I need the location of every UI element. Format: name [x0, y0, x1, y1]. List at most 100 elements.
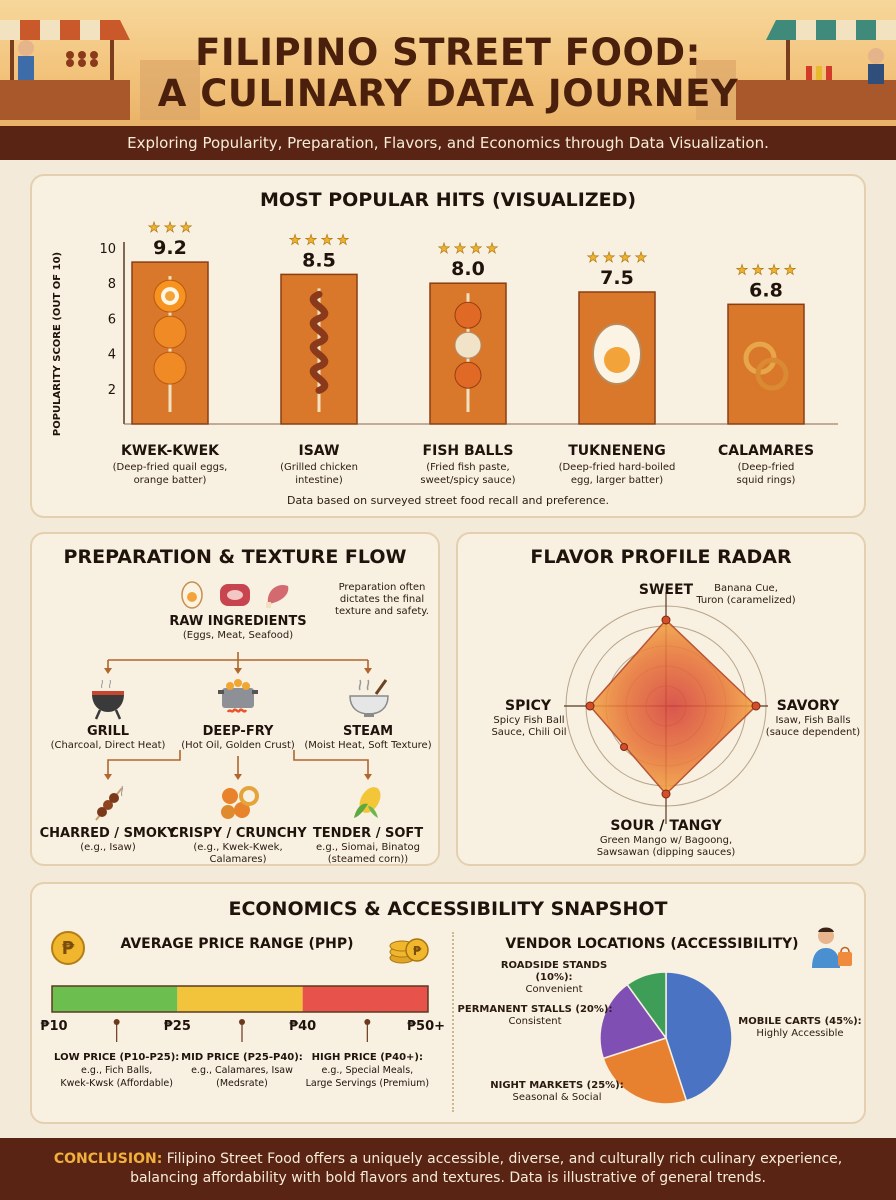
- price-pin-head: [239, 1019, 245, 1025]
- pie-slice-permanent-stalls: [599, 983, 668, 1060]
- result-tender-sub: e.g., Siomai, Binatog (steamed corn)): [316, 842, 420, 865]
- grill-icon: [92, 680, 124, 720]
- price-tick-label: ₱10: [40, 1019, 67, 1034]
- result-tender-label: TENDER / SOFT: [312, 826, 424, 841]
- flavor-radar-title: FLAVOR PROFILE RADAR: [530, 546, 792, 568]
- method-steam-sub: (Moist Heat, Soft Texture): [304, 740, 432, 751]
- flow-arrows: [104, 652, 372, 780]
- radar-sour-desc: Green Mango w/ Bagoong, Sawsawan (dipping…: [596, 835, 736, 858]
- y-tick-label: 10: [99, 242, 116, 257]
- raw-ingredients-label: RAW INGREDIENTS: [169, 614, 307, 629]
- steam-bowl-icon: [349, 679, 389, 717]
- food-illustration-icon: [592, 323, 642, 385]
- conclusion-text: Filipino Street Food offers a uniquely a…: [130, 1151, 843, 1186]
- right-food-stall-illustration: [696, 20, 896, 120]
- rating-star-icon: ★: [337, 232, 350, 248]
- crispy-balls-icon: [221, 786, 259, 819]
- price-range-desc: e.g., Fich Balls,: [81, 1065, 152, 1076]
- section-divider: [452, 932, 454, 1112]
- rating-star-icon: ★: [603, 250, 616, 266]
- preparation-flow-card: PREPARATION & TEXTURE FLOW RAW INGREDIEN…: [30, 532, 440, 866]
- popularity-chart-card: MOST POPULAR HITS (VISUALIZED) 2 4 6 8 10 POP…: [30, 174, 866, 518]
- coin-stack-icon: ₱: [389, 938, 429, 964]
- price-segment: [177, 986, 303, 1012]
- method-grill-sub: (Charcoal, Direct Heat): [50, 740, 166, 751]
- radar-point-sour: [661, 789, 671, 799]
- rating-star-icon: ★: [305, 232, 318, 248]
- radar-spicy-desc: Spicy Fish Ball Sauce, Chili Oil: [491, 715, 567, 738]
- vendor-pie-chart: [599, 971, 733, 1105]
- svg-text:₱: ₱: [62, 938, 75, 959]
- price-range-desc: e.g., Special Meals,: [321, 1065, 413, 1076]
- rating-star-icon: ★: [454, 241, 467, 257]
- rating-star-icon: ★: [470, 241, 483, 257]
- y-tick-label: 4: [108, 348, 116, 363]
- price-segment: [302, 986, 428, 1012]
- price-range-desc: Kwek-Kwsk (Affordable): [60, 1078, 173, 1089]
- price-range-title: AVERAGE PRICE RANGE (PHP): [120, 936, 354, 952]
- price-tick-label: ₱25: [164, 1019, 191, 1034]
- rating-star-icon: ★: [321, 232, 334, 248]
- food-illustration-icon: [309, 288, 329, 412]
- category-desc: orange batter): [134, 475, 207, 486]
- radar-axis-sweet: SWEET: [638, 582, 694, 598]
- price-range-desc: LOW PRICE (P10-P25):: [54, 1052, 179, 1063]
- result-charred-label: CHARRED / SMOKY: [39, 826, 177, 841]
- radar-point-savory: [751, 701, 761, 711]
- method-steam-label: STEAM: [342, 724, 394, 739]
- rating-star-icon: ★: [768, 262, 781, 278]
- pie-label-mobile: MOBILE CARTS (45%): Highly Accessible: [738, 1016, 862, 1039]
- bar-value-label: 8.5: [302, 249, 336, 271]
- bar-value-label: 6.8: [749, 279, 783, 301]
- rating-star-icon: ★: [752, 262, 765, 278]
- conclusion-bar: CONCLUSION: Filipino Street Food offers …: [0, 1138, 896, 1200]
- category-label: TUKNENENG: [568, 443, 666, 459]
- rating-star-icon: ★: [784, 262, 797, 278]
- preparation-flow-title: PREPARATION & TEXTURE FLOW: [63, 546, 407, 568]
- subtitle-bar: Exploring Popularity, Preparation, Flavo…: [0, 126, 896, 160]
- rating-star-icon: ★: [180, 220, 193, 236]
- category-desc: intestine): [295, 475, 343, 486]
- deep-fry-icon: [218, 679, 258, 713]
- category-desc: (Fried fish paste,: [426, 462, 509, 473]
- radar-point-extra: [620, 743, 628, 751]
- left-food-stall-illustration: [0, 20, 200, 120]
- economics-title: ECONOMICS & ACCESSIBILITY SNAPSHOT: [228, 898, 668, 920]
- pie-label-permanent: PERMANENT STALLS (20%): Consistent: [457, 1004, 613, 1027]
- peso-coin-icon: ₱: [51, 931, 85, 965]
- category-desc: sweet/spicy sauce): [420, 475, 515, 486]
- price-pin-head: [113, 1019, 120, 1025]
- radar-point-sweet: [661, 615, 671, 625]
- rating-star-icon: ★: [164, 220, 177, 236]
- radar-axis-savory: SAVORY: [776, 698, 840, 714]
- y-tick-label: 2: [108, 383, 116, 398]
- category-desc: egg, larger batter): [571, 475, 663, 486]
- y-tick-label: 6: [108, 312, 116, 327]
- y-axis-label: POPULARITY SCORE (OUT OF 10): [52, 252, 63, 436]
- page-title-line-2: A CULINARY DATA JOURNEY: [157, 72, 739, 115]
- radar-axis-spicy: SPICY: [505, 698, 551, 714]
- corn-icon: [354, 787, 381, 818]
- category-desc: (Deep-fried quail eggs,: [113, 462, 228, 473]
- category-desc: squid rings): [737, 475, 796, 486]
- radar-sweet-desc: Banana Cue, Turon (caramelized): [696, 583, 796, 606]
- bar-value-label: 8.0: [451, 258, 485, 280]
- pie-label-roadside: ROADSIDE STANDS (10%): Convenient: [500, 960, 608, 995]
- category-label: CALAMARES: [718, 443, 814, 459]
- bar-value-label: 7.5: [600, 267, 634, 289]
- price-range-desc: HIGH PRICE (P40+):: [312, 1052, 423, 1063]
- price-pin-head: [364, 1019, 371, 1025]
- price-tick-label: ₱40: [289, 1019, 316, 1034]
- hero-banner: FILIPINO STREET FOOD: A CULINARY DATA JO…: [0, 0, 896, 128]
- popularity-chart-title: MOST POPULAR HITS (VISUALIZED): [259, 189, 637, 211]
- conclusion-lead: CONCLUSION:: [53, 1151, 163, 1167]
- vendor-person-icon: [812, 927, 852, 968]
- price-range-desc: e.g., Calamares, Isaw: [191, 1065, 293, 1076]
- price-range-desc: MID PRICE (P25-P40):: [181, 1052, 303, 1063]
- radar-savory-desc: Isaw, Fish Balls (sauce dependent): [765, 715, 861, 738]
- method-deep-fry-sub: (Hot Oil, Golden Crust): [181, 740, 295, 751]
- rating-star-icon: ★: [635, 250, 648, 266]
- pie-slice-roadside-stands: [626, 971, 667, 1041]
- y-tick-label: 8: [108, 277, 116, 292]
- price-range-desc: Large Servings (Premium): [306, 1078, 430, 1089]
